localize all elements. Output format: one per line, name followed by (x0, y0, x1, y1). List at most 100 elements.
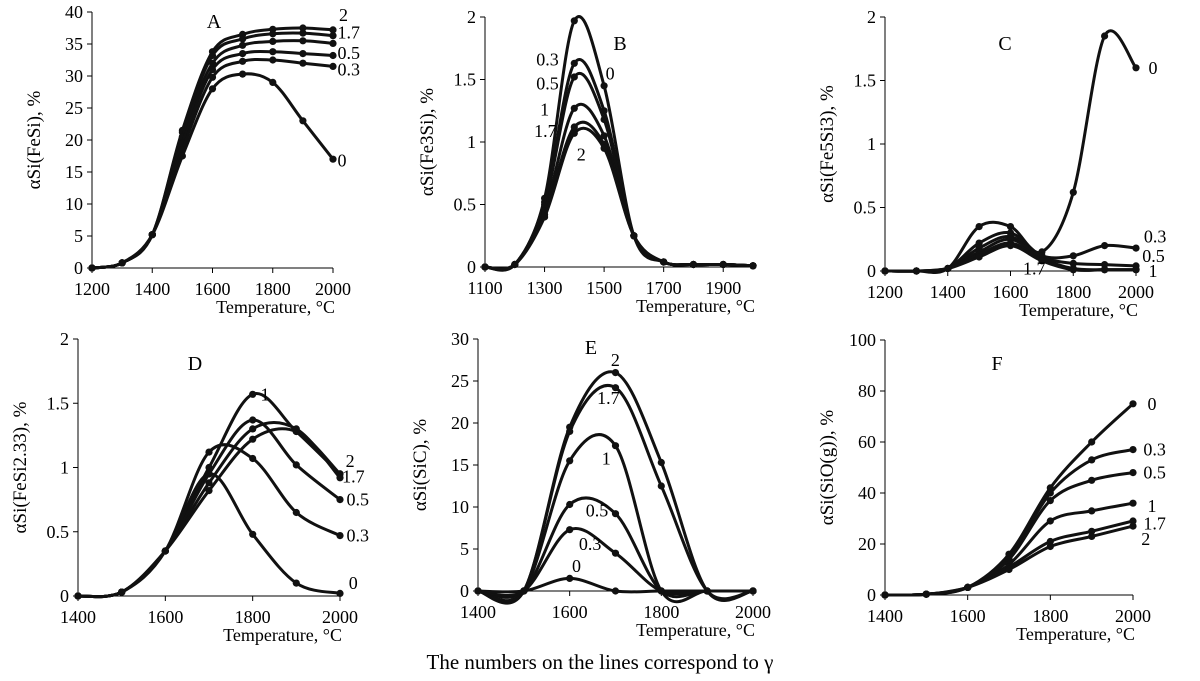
data-point (299, 59, 307, 67)
data-point (208, 66, 217, 74)
data-point (336, 589, 344, 598)
data-point (703, 587, 711, 595)
data-point (1132, 244, 1140, 252)
data-point (329, 62, 337, 70)
series-line (883, 244, 1138, 273)
data-point (566, 574, 574, 583)
y-axis-label: αSi(Fe3Si), % (417, 88, 438, 196)
x-tick-label: 2000 (1118, 282, 1154, 302)
data-point (329, 39, 337, 48)
x-tick-label: 2000 (322, 607, 358, 627)
x-tick-label: 1800 (1032, 606, 1068, 626)
y-tick-label: 0 (60, 586, 69, 606)
data-point (1069, 188, 1077, 196)
data-point (1005, 565, 1013, 574)
curve-label: 0.3 (579, 534, 602, 554)
data-point (118, 259, 126, 267)
y-tick-label: 2 (867, 7, 876, 27)
y-axis-label: αSi(SiC), % (410, 419, 431, 511)
data-point (239, 57, 247, 65)
x-axis-label: Temperature, °C (223, 625, 342, 645)
y-tick-label: 0 (467, 257, 476, 277)
x-tick-label: 1800 (255, 279, 291, 299)
data-point (208, 73, 217, 81)
data-point (657, 458, 665, 467)
data-point (292, 461, 300, 469)
series-line (883, 448, 1135, 597)
data-point (269, 37, 277, 46)
series-line (476, 433, 755, 604)
data-point (566, 427, 574, 435)
data-point (249, 530, 257, 538)
x-tick-label: 1200 (74, 279, 110, 299)
y-tick-label: 25 (451, 371, 469, 391)
data-point (566, 526, 574, 534)
data-point (1101, 261, 1109, 269)
data-point (566, 500, 574, 509)
x-tick-label: 1100 (467, 278, 502, 298)
y-tick-label: 0 (74, 258, 83, 278)
data-point (329, 26, 337, 34)
data-point (611, 442, 620, 450)
data-point (611, 510, 620, 518)
data-point (205, 479, 213, 487)
data-point (239, 70, 247, 78)
data-point (481, 263, 489, 271)
curve-label: 0 (349, 573, 358, 593)
curve-label: 1 (602, 448, 611, 468)
curve-label: 1 (1149, 261, 1158, 281)
data-point (1129, 499, 1137, 507)
data-point (1129, 400, 1137, 408)
x-tick-label: 1200 (867, 282, 903, 302)
series-gamma-0-5 (88, 48, 337, 272)
data-point (269, 48, 277, 56)
curve-label: 1.7 (1023, 258, 1046, 278)
data-point (269, 56, 277, 64)
x-tick-label: 1300 (527, 278, 563, 298)
series-line (476, 526, 755, 597)
series-gamma-0-3 (881, 446, 1137, 599)
y-tick-label: 2 (60, 329, 69, 349)
curve-label: 1 (540, 100, 549, 120)
data-point (1129, 469, 1137, 477)
series-line (883, 501, 1135, 597)
data-point (336, 532, 344, 540)
x-tick-label: 1800 (643, 602, 679, 622)
data-point (611, 384, 620, 392)
series-gamma-0-5 (481, 72, 757, 272)
curve-label: 2 (1141, 529, 1150, 549)
data-point (600, 144, 608, 152)
figure-caption: The numbers on the lines correspond to γ (426, 650, 774, 674)
y-tick-label: 10 (451, 497, 469, 517)
panel-label: A (207, 11, 222, 33)
y-tick-label: 5 (74, 226, 83, 246)
data-point (249, 425, 257, 433)
y-tick-label: 35 (65, 34, 83, 54)
data-point (249, 454, 257, 463)
y-tick-label: 30 (451, 329, 469, 349)
data-point (208, 85, 217, 93)
data-point (292, 579, 300, 587)
data-point (299, 37, 307, 45)
x-tick-label: 2000 (1115, 606, 1151, 626)
curve-label: 0.3 (1144, 227, 1167, 247)
panel-label: F (991, 353, 1002, 375)
x-tick-label: 1600 (993, 282, 1029, 302)
y-axis-label: αSi(SiO(g)), % (817, 410, 838, 526)
data-point (964, 583, 972, 592)
curve-label: 0 (338, 150, 347, 170)
series-gamma-0-3 (474, 526, 757, 597)
series-gamma-2 (881, 522, 1137, 599)
data-point (660, 258, 668, 266)
data-point (1006, 242, 1015, 250)
data-point (922, 590, 930, 598)
y-tick-label: 1 (60, 458, 69, 478)
y-tick-label: 40 (65, 2, 83, 22)
data-point (292, 508, 300, 517)
data-point (881, 267, 889, 275)
series-line (483, 126, 755, 271)
data-point (975, 253, 983, 261)
y-tick-label: 20 (451, 413, 469, 433)
series-gamma-0-5 (74, 416, 344, 600)
